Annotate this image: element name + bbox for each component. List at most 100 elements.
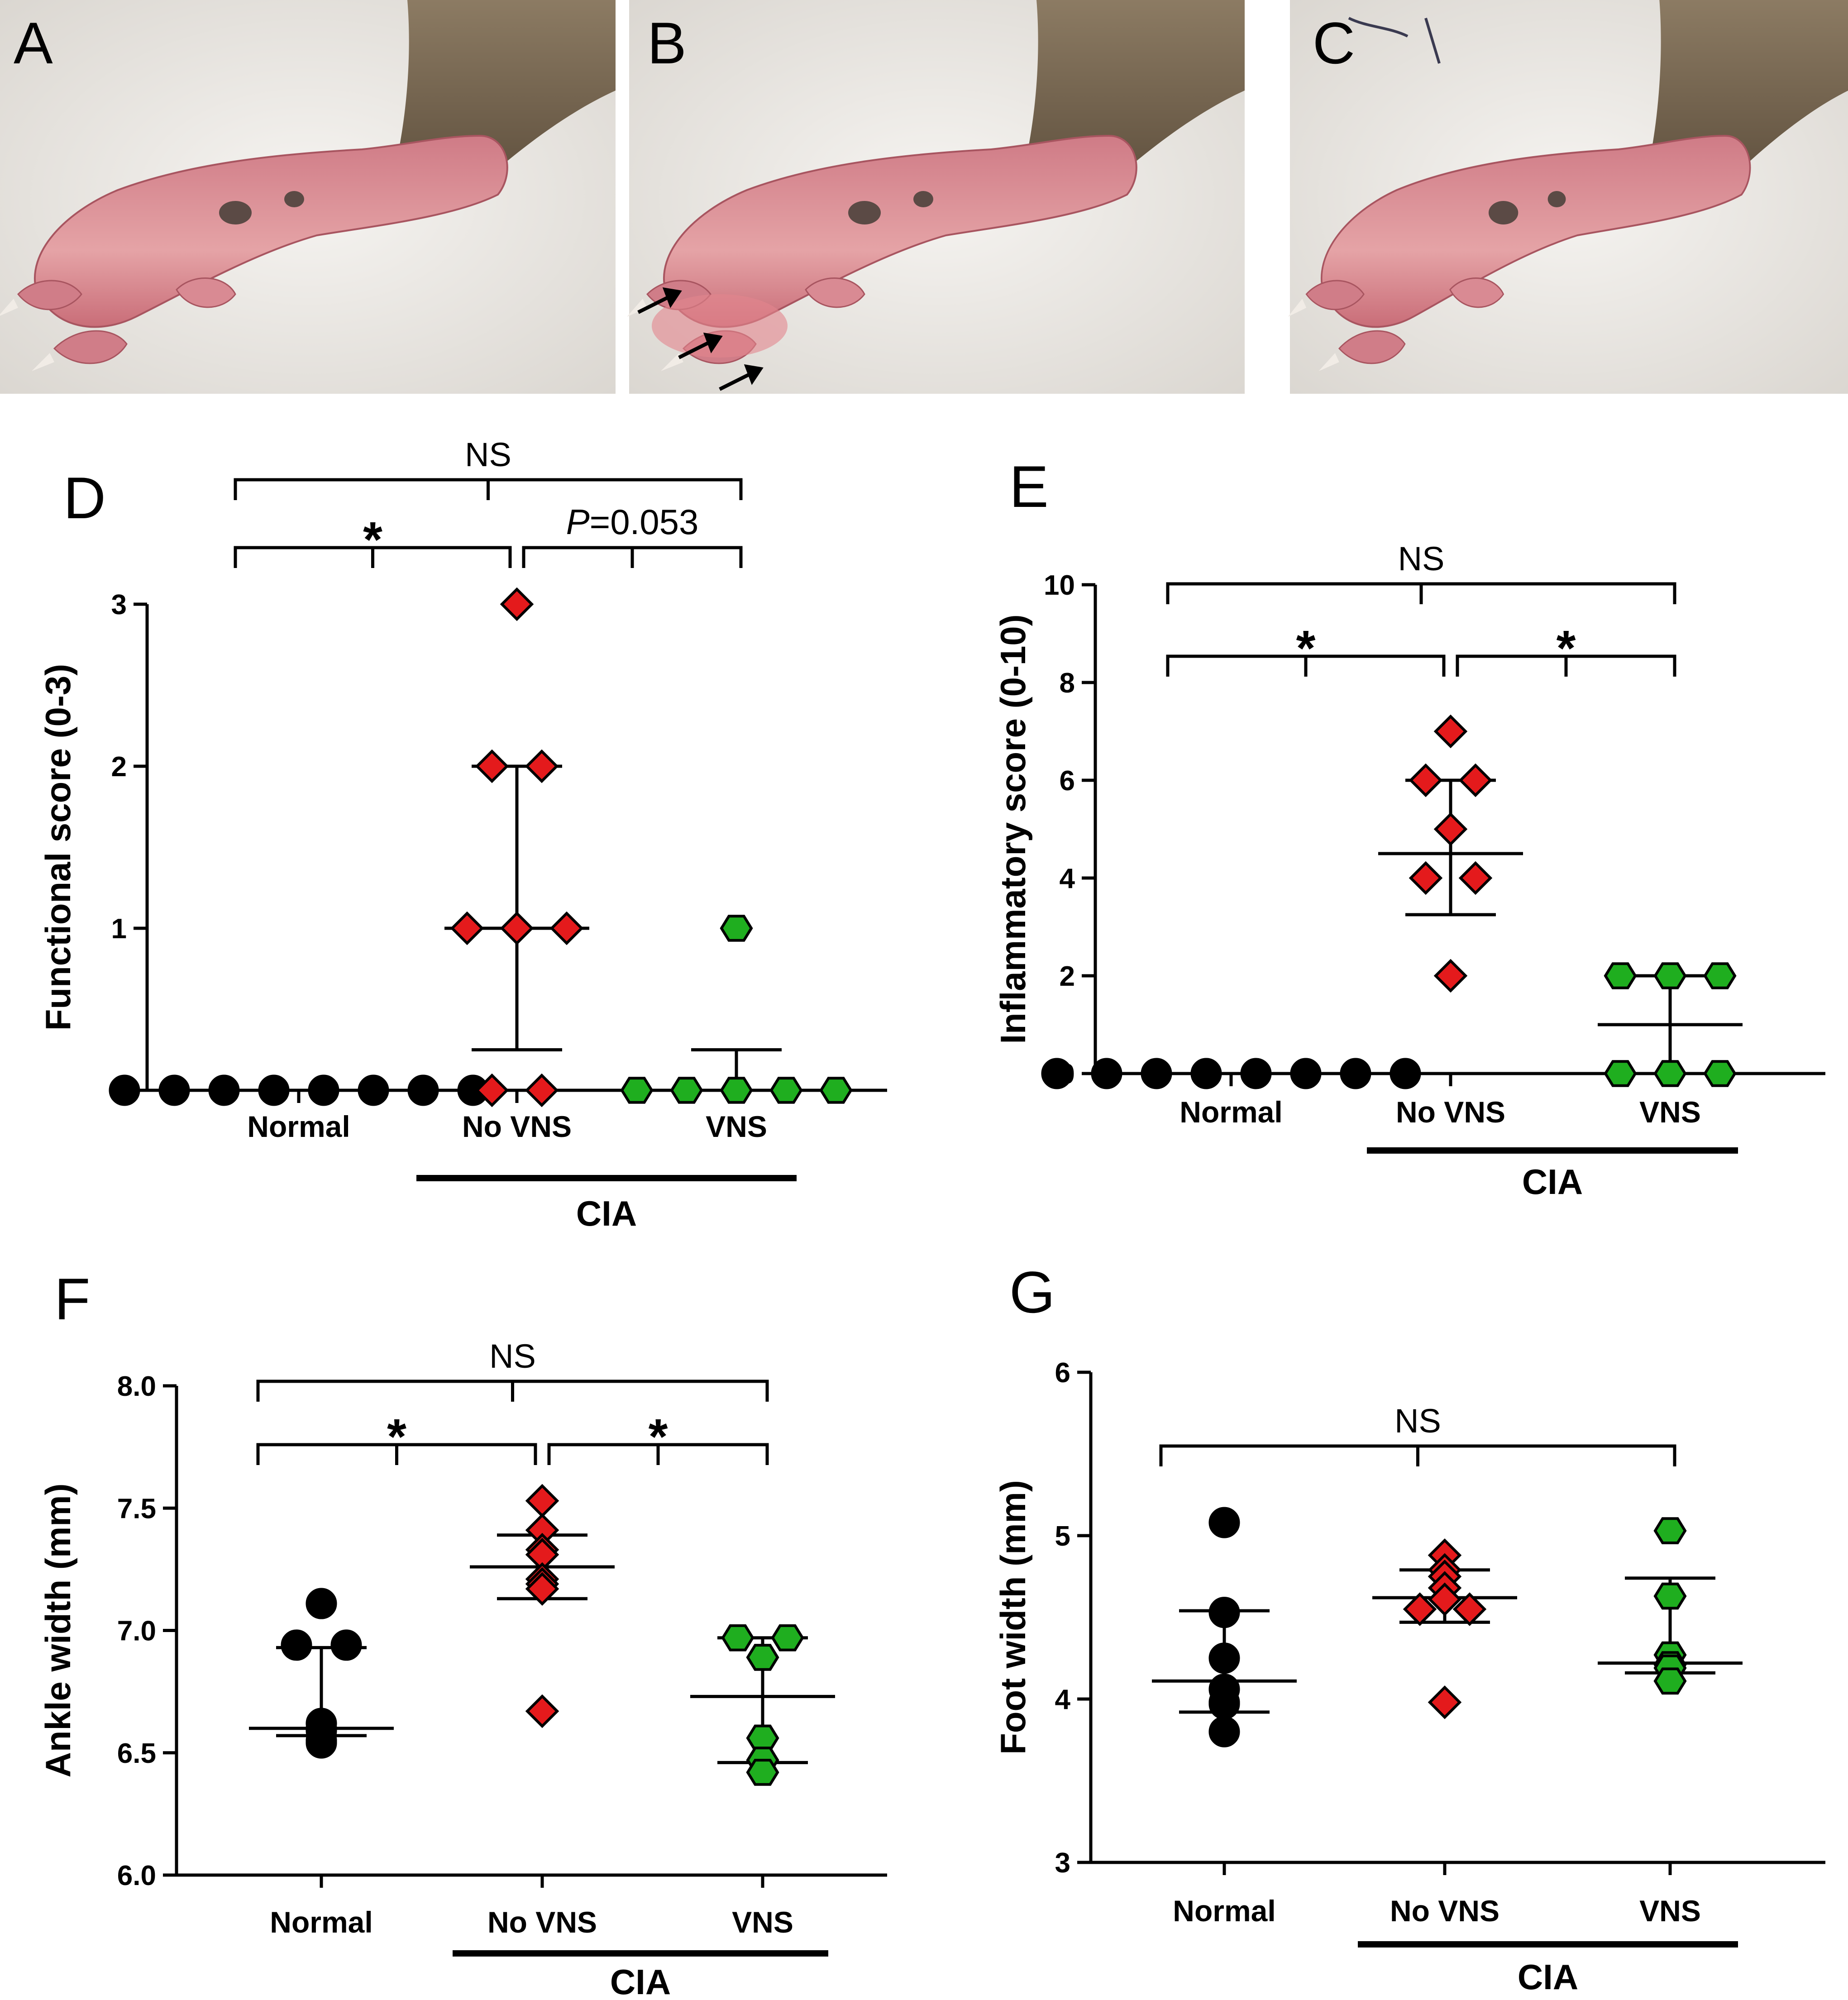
data-point-vns <box>1653 1517 1687 1544</box>
panel-label-b: B <box>647 10 687 76</box>
significance-star: * <box>1296 621 1316 676</box>
x-tick-label: Normal <box>1179 1095 1282 1129</box>
data-point-normal <box>1208 1716 1240 1747</box>
data-point-normal <box>1190 1058 1222 1089</box>
data-point-normal <box>208 1074 240 1106</box>
data-point-vns <box>769 1077 803 1104</box>
x-tick-label: Normal <box>270 1905 372 1939</box>
data-point-no-vns <box>500 911 534 945</box>
data-point-normal <box>1208 1688 1240 1720</box>
significance-bracket <box>522 546 743 568</box>
data-point-vns <box>819 1077 853 1104</box>
data-point-normal <box>1091 1058 1122 1089</box>
data-point-normal <box>330 1629 362 1661</box>
significance-bracket <box>234 478 743 500</box>
data-point-no-vns <box>475 1073 509 1107</box>
photo-panel-c: C <box>1287 0 1848 395</box>
data-point-normal <box>1240 1058 1272 1089</box>
data-point-normal <box>281 1629 312 1661</box>
chart-f: F 6.0 6.5 7.0 7.5 8.0 Ankle width (mm) Normal No… <box>38 1266 887 2000</box>
data-point-vns <box>1653 962 1687 989</box>
data-point-no-vns <box>525 749 559 783</box>
swelling-highlight <box>652 294 788 358</box>
y-tick-label: 7.0 <box>117 1616 156 1647</box>
data-point-vns <box>720 1077 753 1104</box>
data-point-normal <box>1208 1597 1240 1628</box>
significance-ns: NS <box>489 1337 536 1375</box>
y-tick-label: 10 <box>1044 570 1075 601</box>
data-point-no-vns <box>1409 763 1443 797</box>
x-tick-label: VNS <box>1639 1095 1701 1129</box>
data-point-vns <box>746 1759 779 1786</box>
significance-bracket <box>256 1379 769 1402</box>
significance-star: * <box>387 1409 406 1465</box>
data-point-no-vns <box>525 1694 559 1728</box>
significance-bracket <box>1456 654 1676 677</box>
chart-g: G 3 4 5 6 Foot width (mm) Normal No VNS VNS CIA NS <box>993 1259 1825 1997</box>
cia-group-label: CIA <box>1522 1162 1583 1202</box>
data-point-no-vns <box>1433 714 1468 749</box>
significance-bracket <box>256 1443 537 1465</box>
data-point-normal <box>358 1074 389 1106</box>
x-tick-label: No VNS <box>462 1110 572 1143</box>
x-tick-label: No VNS <box>1396 1095 1505 1129</box>
x-tick-label: No VNS <box>1390 1894 1499 1928</box>
data-point-vns <box>746 1644 779 1671</box>
data-point-vns <box>1604 962 1637 989</box>
data-point-vns <box>771 1624 804 1652</box>
data-point-vns <box>1653 1060 1687 1087</box>
data-point-no-vns <box>1458 763 1493 797</box>
data-point-normal <box>158 1074 190 1106</box>
data-point-normal <box>109 1074 140 1106</box>
data-point-normal <box>407 1074 439 1106</box>
y-axis-title: Functional score (0-3) <box>38 664 78 1031</box>
data-point-no-vns <box>1452 1592 1487 1626</box>
data-point-normal <box>1141 1058 1172 1089</box>
chart-e: E0246810Inflammatory score (0-10)NormalN… <box>993 453 1825 1202</box>
x-tick-label: VNS <box>706 1110 767 1143</box>
y-tick-label: 8 <box>1060 668 1075 699</box>
significance-ns: NS <box>1394 1402 1441 1440</box>
data-point-no-vns <box>549 911 584 945</box>
y-axis-title: Inflammatory score (0-10) <box>993 614 1033 1044</box>
y-tick-label: 8.0 <box>117 1371 156 1402</box>
significance-bracket <box>234 546 512 568</box>
data-point-no-vns <box>1428 1685 1462 1719</box>
data-point-normal <box>258 1074 290 1106</box>
y-tick-label: 1 <box>111 913 127 945</box>
data-point-normal <box>1290 1058 1322 1089</box>
data-point-no-vns <box>475 749 509 783</box>
significance-star: * <box>649 1409 668 1465</box>
x-tick-label: VNS <box>1639 1894 1701 1928</box>
significance-bracket <box>1159 1444 1676 1466</box>
paw-photo-c <box>1287 0 1848 395</box>
data-point-no-vns <box>1409 861 1443 895</box>
significance-ns: NS <box>1398 540 1445 578</box>
data-point-normal <box>306 1727 337 1759</box>
data-point-vns <box>721 1624 754 1652</box>
data-point-normal <box>308 1074 339 1106</box>
pen-mark <box>1348 17 1441 64</box>
data-point-vns <box>620 1077 654 1104</box>
significance-bracket <box>1166 654 1446 677</box>
data-point-normal <box>1208 1507 1240 1538</box>
y-tick-label: 6.5 <box>117 1738 156 1769</box>
y-tick-label: 3 <box>1055 1847 1070 1879</box>
panel-label-d: D <box>63 465 106 531</box>
y-tick-label: 6 <box>1060 765 1075 797</box>
data-point-no-vns <box>1433 812 1468 846</box>
data-point-no-vns <box>1458 861 1493 895</box>
data-point-vns <box>1703 962 1737 989</box>
significance-p-value: P=0.053 <box>566 502 699 542</box>
data-point-vns <box>1604 1060 1637 1087</box>
x-tick-label: Normal <box>247 1110 350 1143</box>
data-point-no-vns <box>1403 1592 1437 1626</box>
panel-label-g: G <box>1009 1259 1055 1325</box>
data-point-normal <box>306 1588 337 1619</box>
x-tick-label: Normal <box>1173 1894 1275 1928</box>
y-tick-label: 4 <box>1060 863 1075 894</box>
data-point-normal <box>1340 1058 1371 1089</box>
data-point-no-vns <box>1428 1582 1462 1617</box>
